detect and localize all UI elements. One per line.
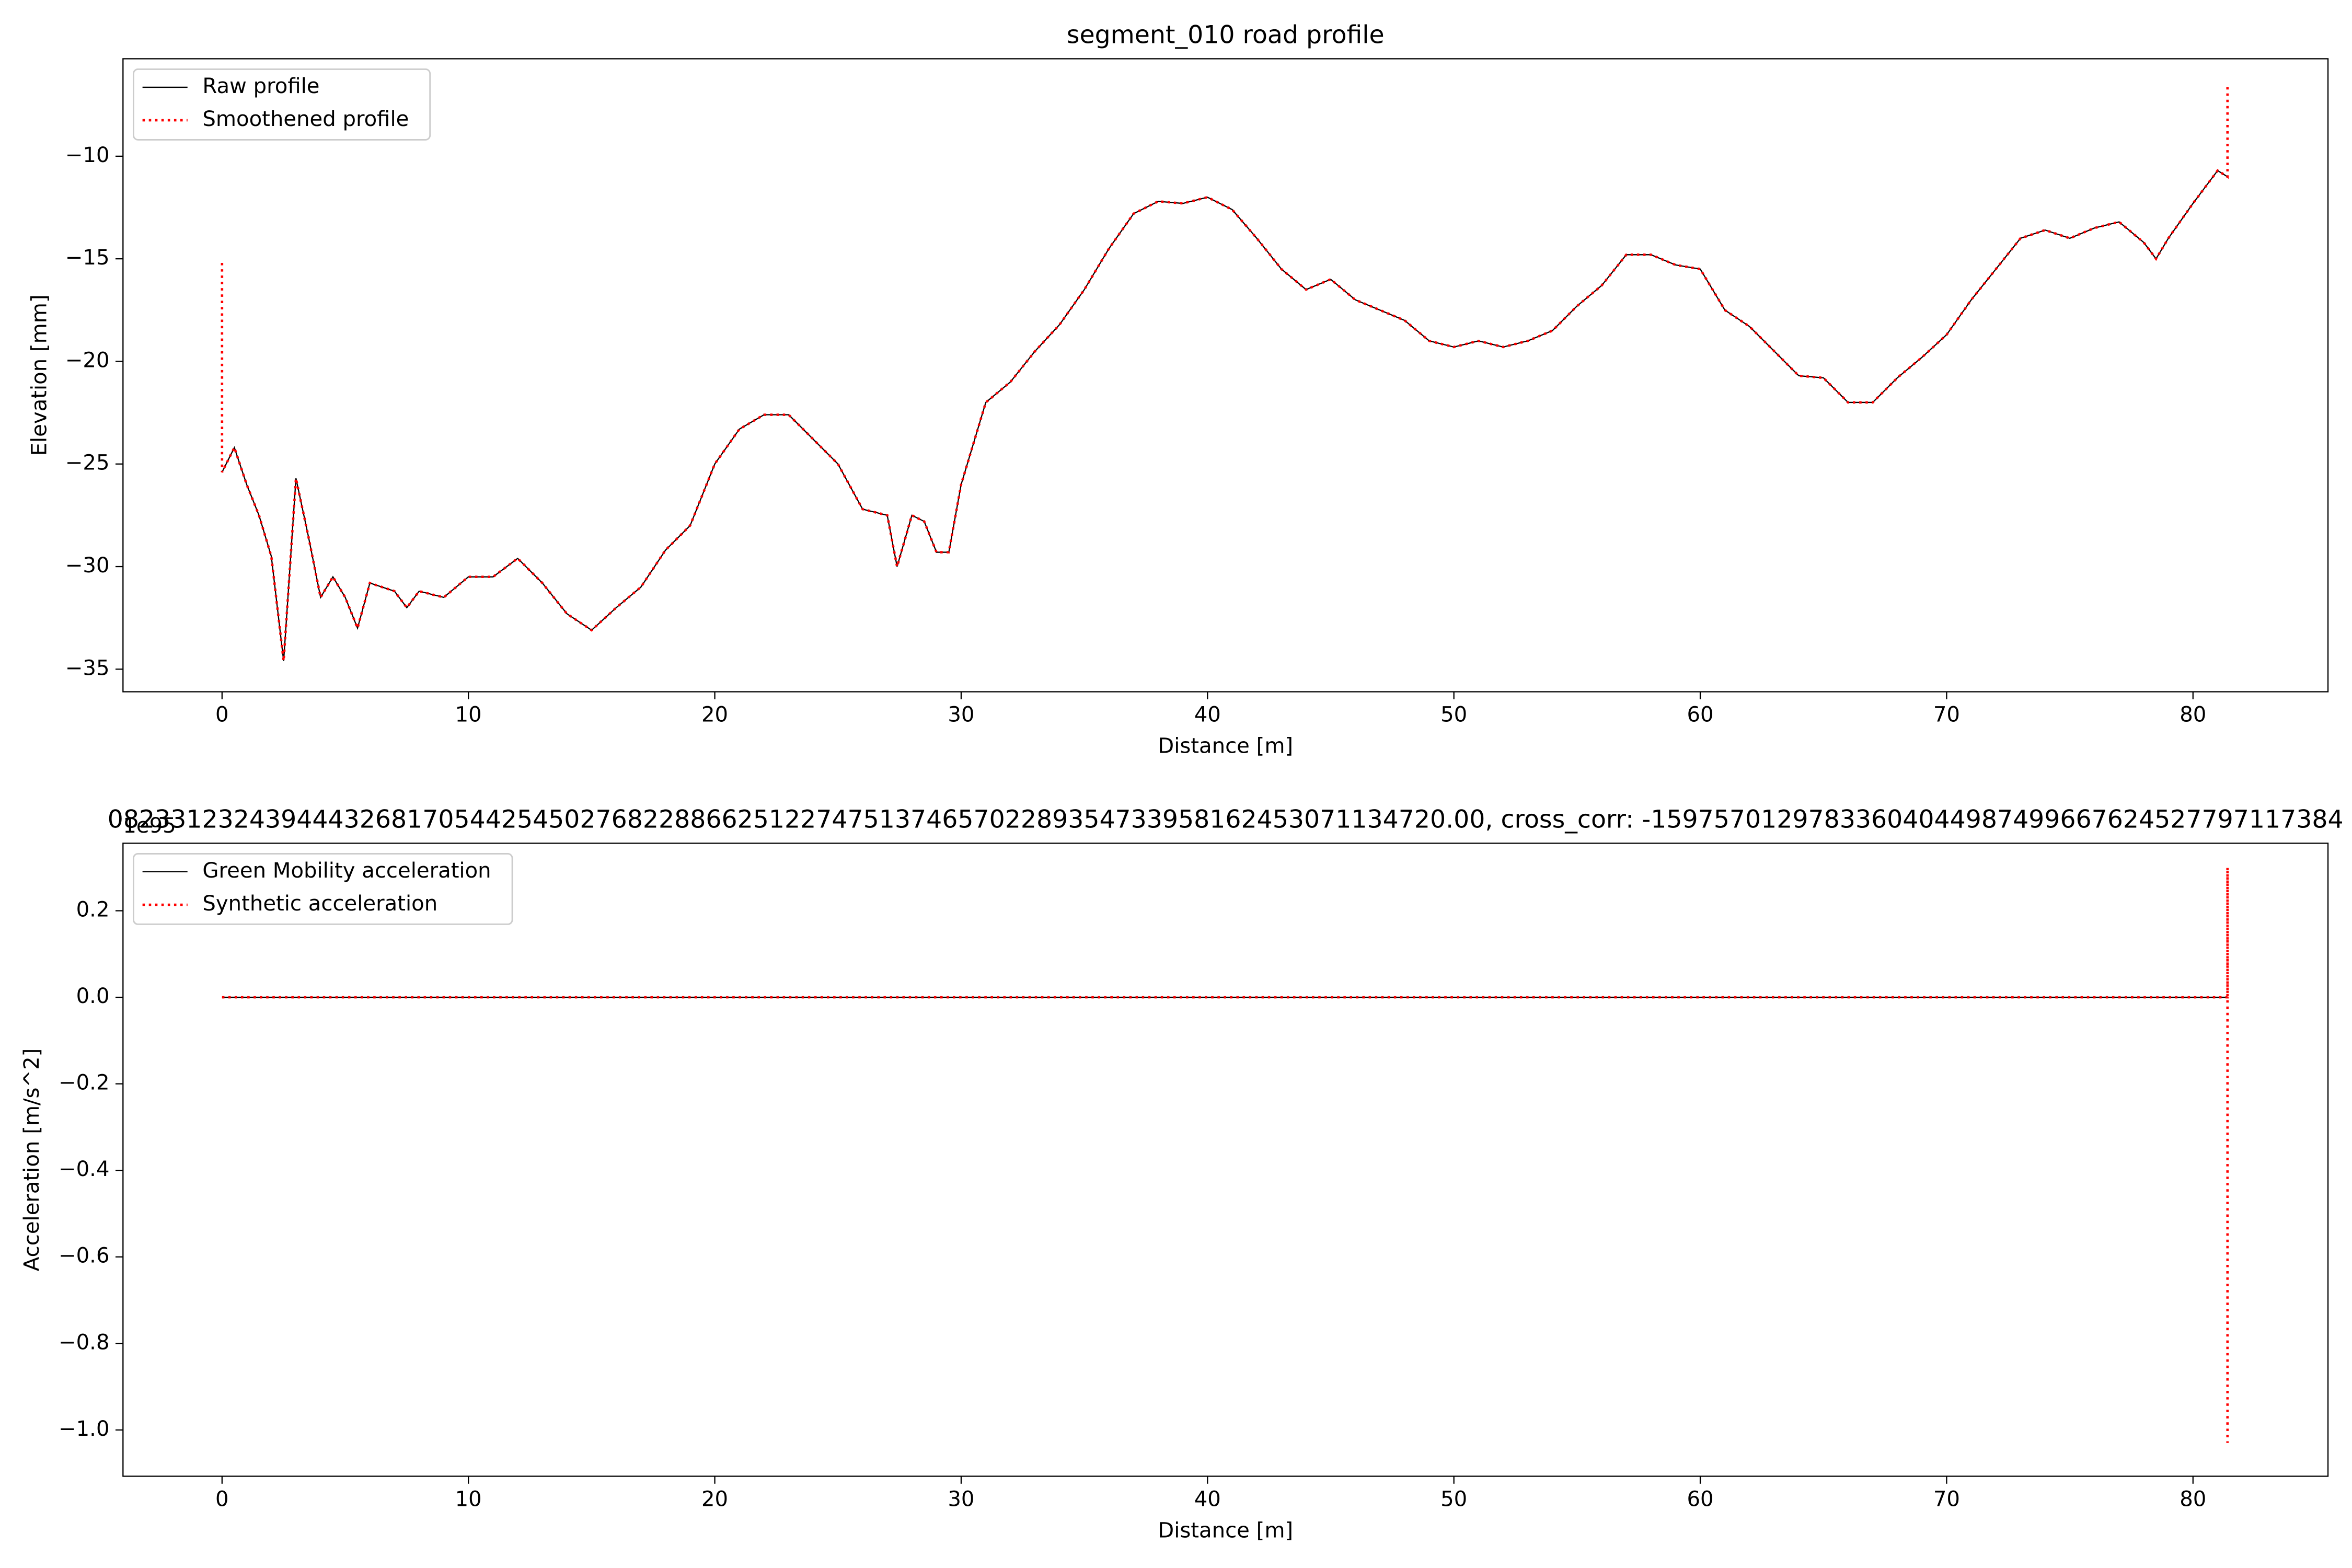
y-offset-label: 1e95 <box>123 814 176 838</box>
series-line <box>222 867 2229 1443</box>
y-tick-label: −35 <box>65 656 110 680</box>
y-tick-label: −15 <box>65 246 110 270</box>
legend-label: Green Mobility acceleration <box>202 859 491 883</box>
y-tick-label: −10 <box>65 143 110 167</box>
x-tick-label: 60 <box>1687 1487 1713 1511</box>
chart-title: segment_010 road profile <box>1067 20 1385 49</box>
x-tick-label: 70 <box>1933 702 1960 727</box>
x-axis-label: Distance [m] <box>1158 1519 1293 1543</box>
y-tick-label: 0.2 <box>76 898 110 922</box>
y-tick-label: 0.0 <box>76 984 110 1008</box>
legend-box <box>132 68 431 141</box>
x-tick-label: 30 <box>948 702 974 727</box>
x-tick-label: 50 <box>1440 702 1467 727</box>
y-tick-label: −30 <box>65 554 110 578</box>
x-tick-label: 40 <box>1194 1487 1221 1511</box>
x-tick-label: 30 <box>948 1487 974 1511</box>
legend-label: Smoothened profile <box>202 107 409 131</box>
y-tick-label: −20 <box>65 348 110 372</box>
x-tick-label: 40 <box>1194 702 1221 727</box>
x-tick-label: 20 <box>701 702 728 727</box>
y-axis-label: Elevation [mm] <box>27 295 51 456</box>
y-tick-label: −25 <box>65 451 110 475</box>
legend-label: Raw profile <box>202 74 319 98</box>
y-tick-label: −0.8 <box>59 1330 110 1354</box>
y-tick-label: −1.0 <box>59 1417 110 1441</box>
x-tick-label: 70 <box>1933 1487 1960 1511</box>
y-tick-label: −0.6 <box>59 1244 110 1268</box>
x-axis-label: Distance [m] <box>1158 734 1293 758</box>
legend-label: Synthetic acceleration <box>202 892 437 916</box>
axes-frame <box>122 843 2329 1477</box>
x-tick-label: 0 <box>215 1487 229 1511</box>
x-tick-label: 20 <box>701 1487 728 1511</box>
series-line <box>221 84 2229 661</box>
axes-frame <box>122 58 2329 693</box>
x-tick-label: 50 <box>1440 1487 1467 1511</box>
y-tick-label: −0.4 <box>59 1157 110 1181</box>
x-tick-label: 10 <box>455 702 482 727</box>
x-tick-label: 10 <box>455 1487 482 1511</box>
series-line <box>221 169 2228 661</box>
y-tick-label: −0.2 <box>59 1071 110 1095</box>
chart-title: 0823312324394443268170544254502768228866… <box>108 805 2344 834</box>
y-axis-label: Acceleration [m/s^2] <box>20 1048 44 1271</box>
x-tick-label: 0 <box>215 702 229 727</box>
x-tick-label: 80 <box>2180 1487 2206 1511</box>
x-tick-label: 60 <box>1687 702 1713 727</box>
x-tick-label: 80 <box>2180 702 2206 727</box>
legend-box <box>132 853 513 925</box>
